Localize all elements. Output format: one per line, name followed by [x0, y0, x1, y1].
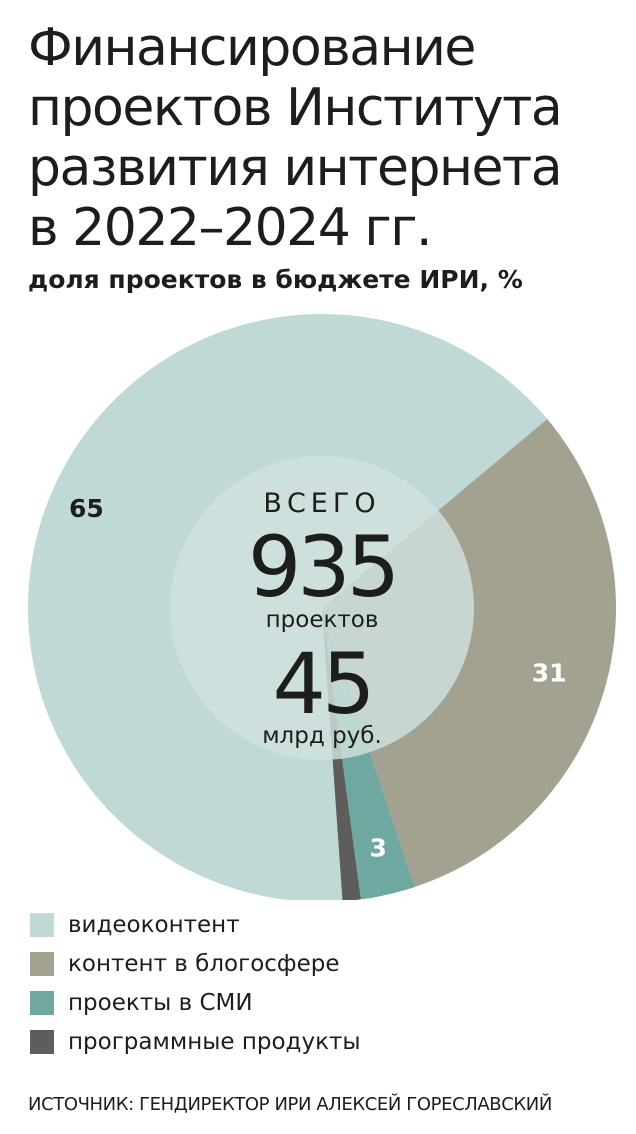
legend-label: проекты в СМИ	[68, 989, 253, 1016]
slice-label-videocontent: 65	[69, 494, 104, 523]
legend-item-media: проекты в СМИ	[30, 983, 620, 1022]
center-projects-label: проектов	[266, 607, 379, 633]
title-line: Финансирование	[28, 18, 476, 78]
title-line: в 2022–2024 гг.	[28, 198, 433, 258]
center-budget-value: 45	[273, 635, 372, 733]
legend-swatch	[30, 951, 54, 976]
title-line: проектов Института	[28, 78, 563, 138]
legend-label: контент в блогосфере	[68, 950, 340, 977]
center-circle	[170, 456, 474, 760]
pie-slice-blogosphere	[322, 419, 617, 887]
source-note: ИСТОЧНИК: ГЕНДИРЕКТОР ИРИ АЛЕКСЕЙ ГОРЕСЛ…	[28, 1094, 552, 1115]
center-budget-label: млрд руб.	[262, 723, 382, 749]
legend-label: программные продукты	[68, 1028, 361, 1055]
slice-label-blogosphere: 31	[532, 658, 567, 687]
legend-label: видеоконтент	[68, 911, 240, 938]
legend-item-software: программные продукты	[30, 1022, 620, 1061]
legend-item-videocontent: видеоконтент	[30, 905, 620, 944]
legend: видеоконтент контент в блогосфере проект…	[30, 905, 620, 1061]
pie-chart: 653131 ВСЕГО 935 проектов 45 млрд руб.	[28, 314, 617, 900]
legend-swatch	[30, 912, 54, 937]
chart-title: Финансирование проектов Института развит…	[28, 18, 628, 258]
legend-item-blogosphere: контент в блогосфере	[30, 944, 620, 983]
legend-swatch	[30, 990, 54, 1015]
center-total-label: ВСЕГО	[263, 488, 380, 519]
title-line: развития интернета	[28, 138, 563, 198]
slice-label-media: 3	[369, 834, 386, 863]
center-projects-value: 935	[248, 518, 396, 616]
legend-swatch	[30, 1029, 54, 1054]
chart-subtitle: доля проектов в бюджете ИРИ, %	[28, 265, 523, 294]
